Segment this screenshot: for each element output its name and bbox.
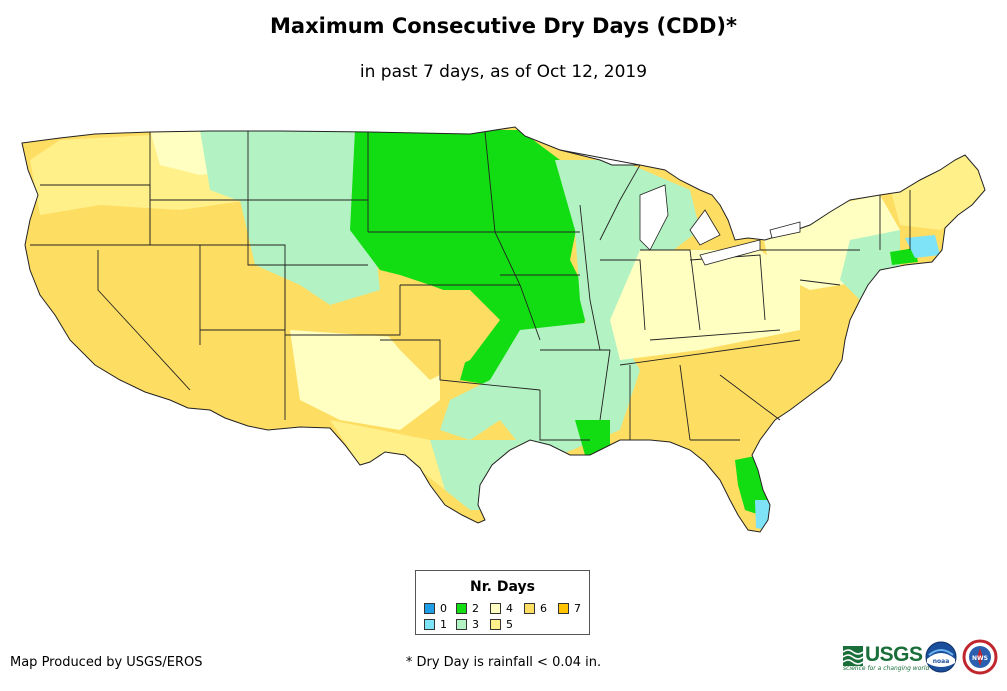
legend-swatch-7	[558, 603, 569, 614]
great-lakes	[639, 184, 801, 266]
usgs-tagline: science for a changing world	[843, 665, 930, 672]
legend-swatch-6	[524, 603, 535, 614]
map-credit: Map Produced by USGS/EROS	[10, 655, 203, 670]
usgs-logo-text: USGS	[865, 643, 923, 666]
legend-swatch-4	[490, 603, 501, 614]
legend-swatch-1	[424, 619, 435, 630]
footnote: * Dry Day is rainfall < 0.04 in.	[405, 655, 602, 670]
legend-label-4: 4	[506, 602, 513, 615]
legend-item-6: 6	[524, 603, 547, 614]
legend: Nr. Days 0 1 2 3 4 5 6 7	[415, 570, 590, 635]
nws-logo-icon: NWS	[962, 639, 998, 675]
legend-item-7: 7	[558, 603, 581, 614]
legend-label-0: 0	[440, 602, 447, 615]
map-subtitle: in past 7 days, as of Oct 12, 2019	[359, 62, 648, 82]
legend-title: Nr. Days	[470, 579, 535, 595]
legend-swatch-5	[490, 619, 501, 630]
legend-label-2: 2	[472, 602, 479, 615]
legend-label-3: 3	[472, 618, 479, 631]
legend-swatch-2	[456, 603, 467, 614]
legend-item-0: 0	[424, 603, 447, 614]
legend-swatch-0	[424, 603, 435, 614]
legend-label-7: 7	[574, 602, 581, 615]
legend-item-1: 1	[424, 619, 447, 630]
legend-label-5: 5	[506, 618, 513, 631]
legend-label-6: 6	[540, 602, 547, 615]
state-boundaries	[30, 131, 911, 441]
legend-label-1: 1	[440, 618, 447, 631]
map-title: Maximum Consecutive Dry Days (CDD)*	[270, 14, 737, 38]
legend-item-5: 5	[490, 619, 513, 630]
legend-item-2: 2	[456, 603, 479, 614]
legend-item-3: 3	[456, 619, 479, 630]
noaa-logo-icon: noaa	[925, 641, 957, 673]
legend-swatch-3	[456, 619, 467, 630]
usgs-wave-icon	[843, 646, 863, 666]
dry-day-regions	[22, 127, 985, 532]
noaa-logo-text: noaa	[933, 658, 950, 665]
legend-item-4: 4	[490, 603, 513, 614]
nws-logo-text: NWS	[972, 655, 988, 662]
